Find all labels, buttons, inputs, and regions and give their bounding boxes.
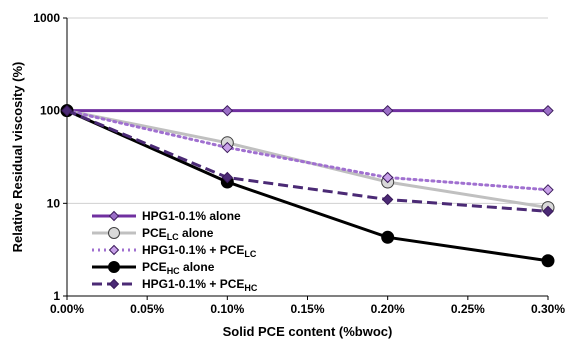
axes <box>66 18 548 297</box>
data-point <box>61 104 73 117</box>
legend-label-main: HPG1-0.1% + PCE <box>142 243 244 257</box>
data-point <box>221 141 234 154</box>
x-tick-label: 0.25% <box>451 302 485 316</box>
series-3 <box>61 104 554 196</box>
x-tick-label: 0.00% <box>50 302 84 316</box>
data-point <box>542 205 554 218</box>
x-tick-labels: 0.00% 0.05% 0.10% 0.15% 0.20% 0.25% 0.30% <box>50 296 565 316</box>
legend-label-main: PCE <box>142 226 167 240</box>
legend-label-subscript: LC <box>244 249 256 259</box>
legend-label-main: HPG1-0.1% alone <box>142 209 241 223</box>
legend-entry: HPG1-0.1% alone <box>92 209 241 223</box>
x-tick-label: 0.20% <box>371 302 405 316</box>
y-tick-labels: 1 10 100 1000 <box>33 11 67 303</box>
legend-label-subscript: LC <box>167 232 179 242</box>
series-5 <box>61 104 554 218</box>
x-tick-label: 0.15% <box>290 302 324 316</box>
y-tick-label: 100 <box>40 104 60 118</box>
legend-label-main: PCE <box>142 260 167 274</box>
data-point <box>381 193 394 206</box>
series-1 <box>61 104 554 117</box>
legend-entry: PCEHC alone <box>92 260 215 276</box>
y-axis-title: Relative Residual viscosity (%) <box>10 62 25 253</box>
legend-label: HPG1-0.1% alone <box>142 209 241 223</box>
data-point <box>221 171 234 184</box>
data-point <box>381 104 394 117</box>
y-tick-label: 10 <box>47 196 61 210</box>
legend-swatch-marker <box>108 261 120 273</box>
legend-label-subscript: HC <box>167 266 180 276</box>
series-line <box>66 109 549 210</box>
data-point <box>542 104 554 117</box>
legend-label: HPG1-0.1% + PCEHC <box>142 277 258 293</box>
data-point <box>221 104 234 117</box>
legend-swatch-marker <box>108 210 120 222</box>
legend-label-subscript: HC <box>244 283 257 293</box>
data-point <box>381 230 395 244</box>
legend-swatch-marker <box>108 227 120 239</box>
data-point <box>541 254 555 268</box>
series-line <box>65 109 550 192</box>
legend-label: PCEHC alone <box>142 260 215 276</box>
x-tick-label: 0.05% <box>130 302 164 316</box>
legend-label: HPG1-0.1% + PCELC <box>142 243 257 259</box>
x-tick-label: 0.10% <box>210 302 244 316</box>
legend-label-tail: alone <box>179 226 214 240</box>
legend-label-tail: alone <box>180 260 215 274</box>
series-2 <box>60 104 555 215</box>
legend-entry: HPG1-0.1% + PCELC <box>92 243 257 259</box>
series-group <box>60 104 555 268</box>
legend-label: PCELC alone <box>142 226 214 242</box>
legend-swatch-marker <box>108 244 120 256</box>
data-point <box>381 171 394 184</box>
x-tick-label: 0.30% <box>531 302 565 316</box>
y-tick-label: 1 <box>53 289 60 303</box>
legend-entry: PCELC alone <box>92 226 214 242</box>
legend-label-main: HPG1-0.1% + PCE <box>142 277 244 291</box>
y-tick-label: 1000 <box>33 11 60 25</box>
legend-entry: HPG1-0.1% + PCEHC <box>92 277 258 293</box>
x-axis-title: Solid PCE content (%bwoc) <box>223 324 393 339</box>
series-line <box>66 109 549 263</box>
data-point <box>542 184 554 196</box>
legend-swatch-marker <box>108 278 120 290</box>
